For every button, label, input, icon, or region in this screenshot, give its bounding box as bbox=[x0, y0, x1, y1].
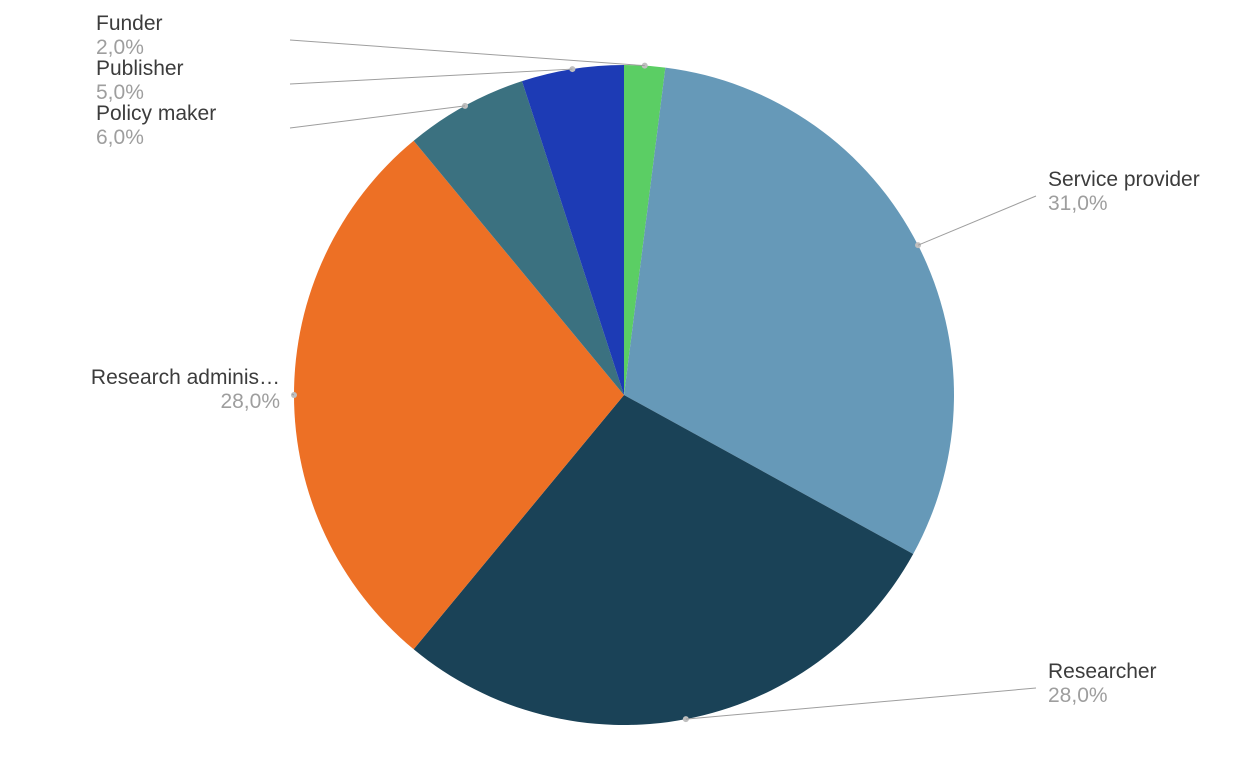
slice-label-name: Service provider bbox=[1048, 168, 1200, 191]
slice-label: Publisher5,0% bbox=[96, 57, 184, 104]
slice-label: Funder2,0% bbox=[96, 12, 163, 59]
slice-label: Service provider31,0% bbox=[1048, 168, 1200, 215]
slice-label-name: Policy maker bbox=[96, 102, 216, 125]
slice-label-name: Funder bbox=[96, 12, 163, 35]
leader-line bbox=[290, 40, 645, 66]
slice-label: Research adminis…28,0% bbox=[91, 366, 280, 413]
slice-label-pct: 6,0% bbox=[96, 126, 144, 149]
slice-label-name: Researcher bbox=[1048, 660, 1157, 683]
slice-label: Policy maker6,0% bbox=[96, 102, 216, 149]
pie-chart: Funder2,0% Service provider31,0% Researche… bbox=[0, 0, 1248, 758]
slice-label-name: Research adminis… bbox=[91, 366, 280, 389]
slice-label-name: Publisher bbox=[96, 57, 184, 80]
slice-label-pct: 28,0% bbox=[1048, 684, 1108, 707]
slice-label-pct: 31,0% bbox=[1048, 192, 1108, 215]
leader-line bbox=[918, 196, 1036, 245]
slice-label-pct: 28,0% bbox=[220, 390, 280, 413]
slice-label: Researcher28,0% bbox=[1048, 660, 1157, 707]
slice-label-pct: 2,0% bbox=[96, 36, 144, 59]
slice-label-pct: 5,0% bbox=[96, 81, 144, 104]
